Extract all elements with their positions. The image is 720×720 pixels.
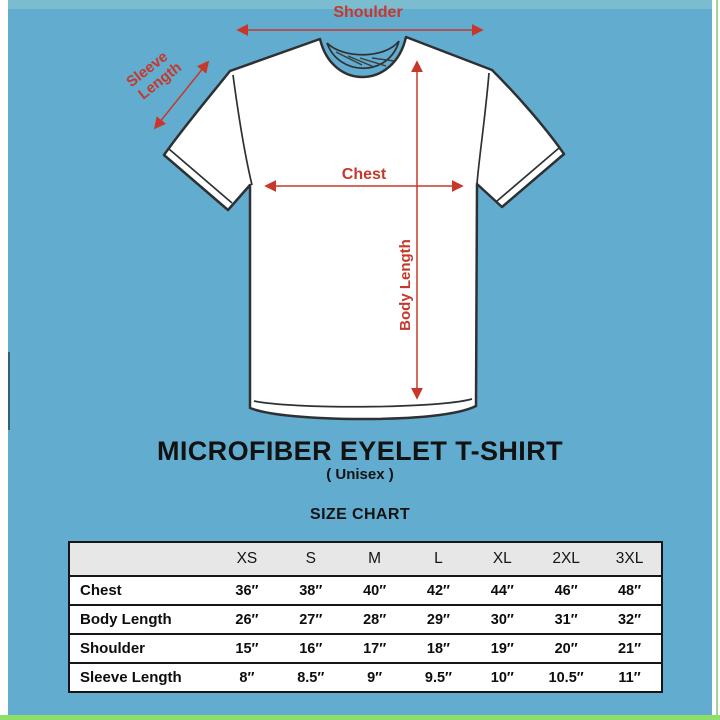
table-row-shoulder: Shoulder 15″ 16″ 17″ 18″ 19″ 20″ 21″ [69, 634, 662, 663]
table-row-body-length: Body Length 26″ 27″ 28″ 29″ 30″ 31″ 32″ [69, 605, 662, 634]
collar-inner-arc [326, 40, 400, 70]
cell-value: 46″ [554, 582, 578, 599]
sleeve-length-arrow [153, 60, 210, 130]
header-size-xl: XL [492, 550, 512, 567]
body-length-label: Body Length [397, 239, 414, 331]
header-corner-cell [69, 542, 215, 576]
header-size-xs: XS [236, 550, 258, 567]
product-subtitle: ( Unisex ) [326, 466, 394, 483]
header-size-m: M [368, 550, 382, 567]
cell-value: 28″ [363, 611, 387, 628]
cell-value: 8.5″ [297, 669, 325, 686]
size-chart-heading: SIZE CHART [310, 506, 410, 523]
sleeve-length-label: Sleeve Length [123, 48, 185, 103]
cell-value: 40″ [363, 582, 387, 599]
cell-value: 18″ [426, 640, 450, 657]
tshirt-outline [162, 35, 566, 421]
collar-back-arc [326, 40, 400, 56]
collar-hatching [335, 51, 395, 68]
cell-value: 10″ [490, 669, 514, 686]
row-label: Chest [80, 582, 122, 599]
cell-value: 16″ [299, 640, 323, 657]
cell-value: 20″ [554, 640, 578, 657]
table-row-chest: Chest 36″ 38″ 40″ 42″ 44″ 46″ 48″ [69, 576, 662, 605]
right-sleeve-seam [476, 72, 490, 185]
cell-value: 32″ [617, 611, 642, 628]
cell-value: 9″ [367, 669, 383, 686]
cell-value: 42″ [426, 582, 450, 599]
left-cuff-line [168, 148, 233, 204]
right-cuff-line [496, 147, 560, 202]
size-chart-header-row: XS S M L XL 2XL 3XL [69, 542, 662, 576]
cell-value: 26″ [235, 611, 259, 628]
left-edge-artifact [8, 352, 10, 430]
row-label: Shoulder [80, 640, 146, 657]
cell-value: 31″ [554, 611, 578, 628]
cell-value: 48″ [617, 582, 642, 599]
cell-value: 9.5″ [424, 669, 452, 686]
cell-value: 11″ [618, 669, 641, 686]
cell-value: 27″ [299, 611, 323, 628]
cell-value: 19″ [490, 640, 514, 657]
cell-value: 38″ [299, 582, 323, 599]
product-title: MICROFIBER EYELET T-SHIRT [156, 436, 563, 466]
cell-value: 15″ [235, 640, 259, 657]
tshirt-measurement-diagram: Shoulder Sleeve Length Chest Body Length [123, 4, 566, 421]
cell-value: 17″ [363, 640, 387, 657]
header-size-2xl: 2XL [552, 550, 580, 567]
header-size-s: S [305, 550, 316, 567]
cell-value: 30″ [490, 611, 514, 628]
cell-value: 44″ [490, 582, 514, 599]
row-label: Sleeve Length [80, 669, 182, 686]
cell-value: 10.5″ [548, 669, 584, 686]
left-edge-strip [0, 0, 8, 720]
hem-inner-line [253, 398, 473, 408]
top-edge-strip [8, 0, 712, 9]
chest-label: Chest [342, 166, 387, 183]
cell-value: 21″ [617, 640, 642, 657]
bottom-green-strip [0, 715, 720, 720]
cell-value: 8″ [239, 669, 255, 686]
cell-value: 29″ [426, 611, 450, 628]
left-sleeve-seam [232, 74, 253, 186]
size-chart-table: XS S M L XL 2XL 3XL Chest 36″ 38″ 40″ 42… [68, 541, 663, 693]
shoulder-label: Shoulder [333, 4, 402, 21]
right-green-line [716, 0, 718, 715]
row-label: Body Length [80, 611, 172, 628]
header-size-3xl: 3XL [615, 550, 644, 567]
table-row-sleeve-length: Sleeve Length 8″ 8.5″ 9″ 9.5″ 10″ 10.5″ … [69, 663, 662, 692]
header-size-l: L [434, 550, 443, 567]
cell-value: 36″ [235, 582, 259, 599]
